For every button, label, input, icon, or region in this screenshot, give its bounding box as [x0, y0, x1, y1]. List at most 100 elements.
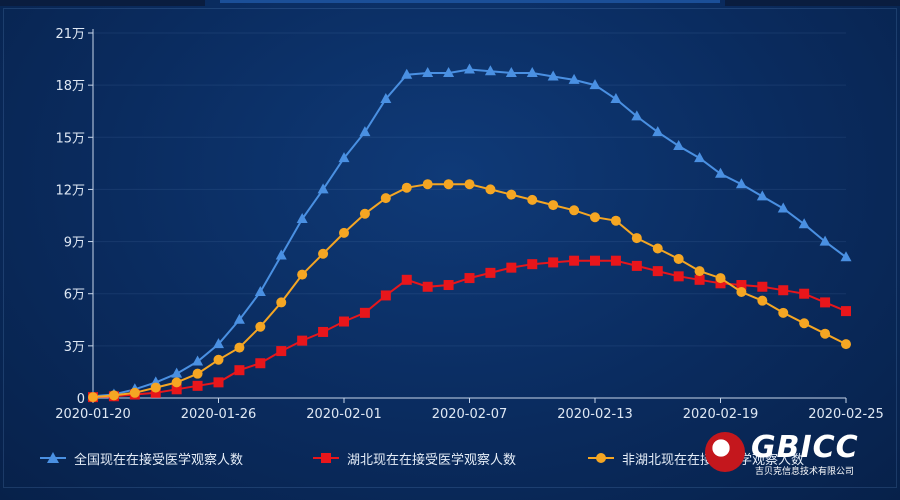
- data-point: [736, 286, 747, 297]
- data-point: [715, 167, 726, 178]
- data-point: [234, 342, 245, 353]
- y-tick-label: 6万: [64, 288, 85, 303]
- data-point: [171, 377, 182, 388]
- legend-item-national[interactable]: 全国现在在接受医学观察人数: [40, 440, 243, 476]
- gbicc-logo: GBICC 吉贝克信息技术有限公司: [705, 430, 890, 478]
- data-point: [590, 212, 600, 223]
- data-point: [255, 321, 266, 332]
- data-point: [88, 392, 98, 403]
- data-point: [548, 257, 559, 268]
- data-point: [380, 93, 392, 104]
- data-point: [820, 328, 831, 339]
- data-point: [422, 281, 433, 292]
- triangle-marker-icon: [40, 452, 66, 463]
- series-circle: [88, 179, 851, 403]
- data-point: [798, 218, 810, 229]
- data-point: [422, 179, 433, 190]
- data-point: [526, 66, 538, 77]
- data-point: [213, 377, 224, 388]
- data-point: [694, 274, 705, 285]
- data-point: [401, 68, 413, 79]
- x-tick-label: 2020-02-19: [683, 407, 759, 422]
- top-bar-right: [725, 0, 900, 6]
- data-point: [464, 273, 475, 284]
- data-point: [296, 212, 308, 223]
- data-point: [631, 110, 643, 121]
- data-point: [192, 380, 203, 391]
- data-point: [338, 152, 350, 163]
- data-point: [213, 338, 224, 349]
- y-tick-label: 3万: [64, 340, 85, 355]
- data-point: [254, 285, 266, 296]
- data-point: [694, 152, 706, 163]
- data-point: [819, 235, 831, 246]
- y-axis-ticks: 0 3万 6万 9万 12万 15万 18万 21万: [55, 27, 85, 407]
- data-point: [569, 255, 580, 266]
- series-triangle: [87, 63, 852, 401]
- data-point: [840, 251, 852, 262]
- data-point: [443, 280, 454, 291]
- data-point: [568, 73, 580, 84]
- data-point: [484, 65, 496, 76]
- data-point: [589, 79, 601, 90]
- data-point: [150, 387, 161, 398]
- x-tick-label: 2020-02-25: [808, 407, 884, 422]
- x-tick-label: 2020-01-20: [55, 407, 131, 422]
- data-point: [380, 290, 391, 301]
- data-point: [799, 318, 810, 329]
- y-grid: [93, 32, 846, 347]
- axes: [88, 29, 847, 403]
- data-point: [590, 255, 600, 266]
- data-point: [841, 339, 851, 350]
- x-axis-ticks: 2020-01-20 2020-01-26 2020-02-01 2020-02-07…: [55, 407, 884, 422]
- data-point: [464, 179, 475, 190]
- data-point: [275, 249, 287, 260]
- data-point: [359, 126, 371, 137]
- data-point: [548, 200, 559, 211]
- data-point: [213, 354, 224, 365]
- x-tick-label: 2020-02-13: [557, 407, 633, 422]
- data-point: [318, 326, 329, 337]
- data-point: [255, 358, 266, 369]
- data-point: [652, 126, 664, 137]
- data-point: [276, 297, 287, 308]
- data-point: [317, 183, 329, 194]
- top-bar-left: [0, 0, 205, 6]
- data-point: [527, 194, 538, 205]
- data-point: [506, 262, 517, 273]
- data-point: [735, 178, 747, 189]
- data-point: [339, 316, 349, 327]
- series-group: [87, 63, 852, 403]
- data-point: [297, 335, 308, 346]
- line-chart: 0 3万 6万 9万 12万 15万 18万 21万 2020-01-20 2020-01-26…: [55, 27, 884, 422]
- y-tick-label: 18万: [55, 79, 85, 94]
- data-point: [422, 66, 434, 77]
- data-point: [318, 248, 329, 259]
- data-point: [401, 182, 412, 193]
- data-point: [610, 93, 622, 104]
- data-point: [485, 267, 496, 278]
- data-point: [505, 66, 517, 77]
- data-point: [694, 266, 705, 277]
- logo-text: GBICC: [751, 430, 859, 465]
- data-point: [233, 313, 245, 324]
- legend-item-hubei[interactable]: 湖北现在在接受医学观察人数: [313, 440, 516, 476]
- data-point: [359, 307, 370, 318]
- gbicc-logo-icon: [705, 432, 745, 472]
- legend-label-national: 全国现在在接受医学观察人数: [74, 452, 244, 468]
- data-point: [736, 280, 747, 291]
- data-point: [631, 233, 642, 244]
- data-point: [652, 266, 663, 277]
- y-tick-label: 21万: [55, 27, 85, 42]
- y-tick-label: 12万: [55, 183, 85, 198]
- data-point: [443, 66, 455, 77]
- data-point: [777, 202, 789, 213]
- logo-subtitle: 吉贝克信息技术有限公司: [755, 467, 855, 477]
- data-point: [778, 307, 789, 318]
- series-line: [92, 183, 847, 399]
- data-point: [610, 255, 621, 266]
- data-point: [673, 271, 684, 282]
- data-point: [673, 139, 685, 150]
- y-tick-label: 9万: [64, 236, 85, 251]
- data-point: [464, 63, 475, 74]
